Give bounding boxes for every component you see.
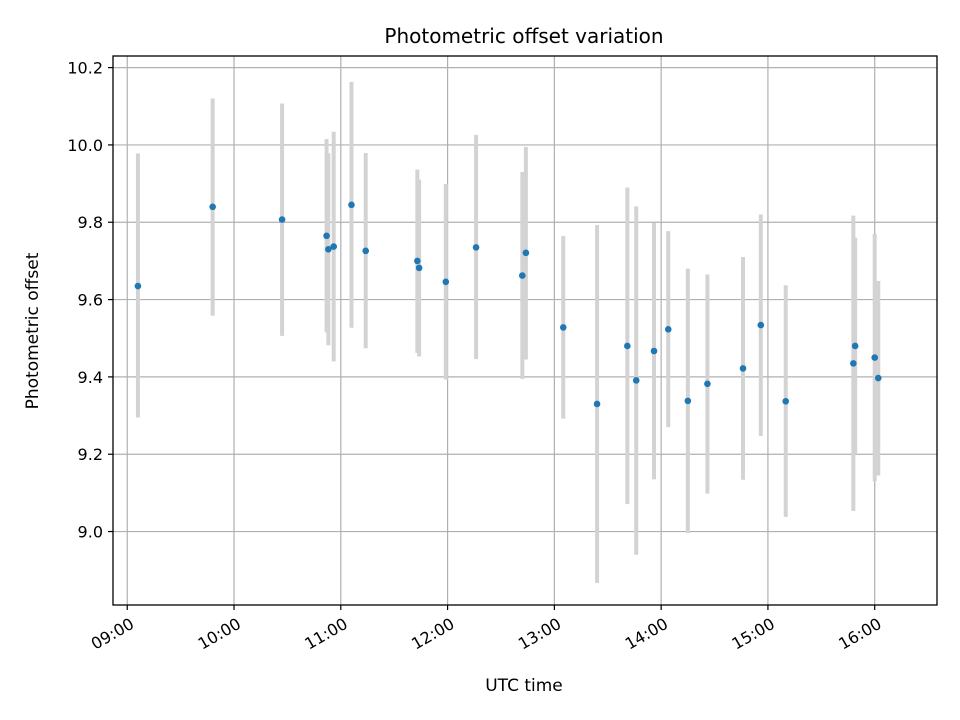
data-point [414, 257, 421, 265]
data-point [442, 278, 450, 286]
x-tick-label: 13:00 [515, 614, 564, 654]
data-point [632, 377, 640, 384]
x-tick-label: 10:00 [195, 614, 244, 654]
data-point [624, 342, 631, 350]
data-point [851, 342, 859, 350]
x-tick-label: 09:00 [88, 614, 137, 654]
x-tick-label: 15:00 [728, 614, 777, 654]
data-point [330, 243, 337, 250]
x-tick-label: 14:00 [622, 614, 671, 654]
y-tick-label: 10.2 [67, 59, 103, 78]
data-point [593, 400, 601, 408]
y-tick-label: 9.6 [78, 291, 103, 310]
data-point [684, 397, 692, 405]
data-point [871, 354, 879, 361]
data-point [325, 246, 332, 253]
data-point [472, 244, 480, 251]
data-point [782, 397, 790, 405]
plot-frame [112, 55, 938, 606]
chart-title: Photometric offset variation [384, 24, 663, 48]
data-point [559, 324, 567, 331]
data-point [664, 326, 672, 333]
data-point [850, 360, 857, 367]
data-point [874, 374, 882, 382]
data-points [134, 201, 882, 408]
x-axis-label: UTC time [485, 676, 563, 696]
data-point [519, 272, 526, 279]
x-tick-label: 11:00 [301, 614, 350, 654]
y-tick-label: 9.2 [78, 445, 103, 464]
data-point [209, 203, 216, 211]
axis-ticks [108, 66, 876, 610]
y-tick-label: 10.0 [67, 136, 103, 155]
y-tick-label: 9.8 [78, 213, 103, 232]
data-point [704, 380, 711, 388]
y-tick-label: 9.4 [78, 368, 103, 387]
data-point [522, 249, 530, 257]
data-point [415, 264, 423, 272]
y-axis-label: Photometric offset [23, 252, 43, 409]
x-tick-label: 12:00 [408, 614, 457, 654]
data-point [323, 232, 330, 240]
data-point [362, 247, 370, 255]
data-point [348, 201, 355, 209]
data-point [650, 347, 658, 355]
error-bars [135, 81, 881, 583]
data-point [134, 282, 142, 290]
x-tick-label: 16:00 [835, 614, 884, 654]
data-point [278, 216, 286, 223]
data-point [757, 321, 765, 329]
y-tick-label: 9.0 [78, 523, 103, 542]
data-point [739, 365, 747, 372]
